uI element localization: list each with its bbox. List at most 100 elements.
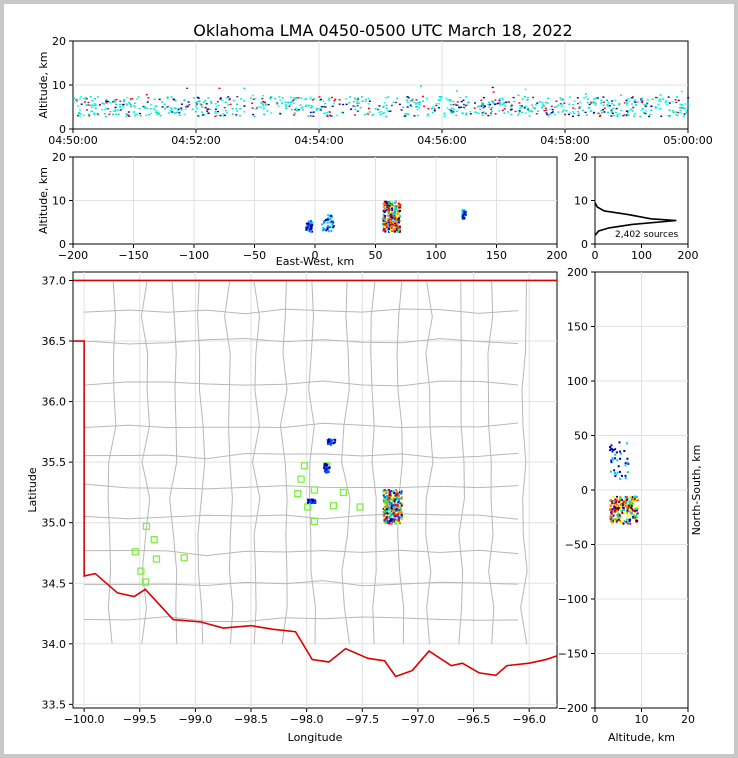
ns-y-tick-label: −50 — [565, 539, 588, 552]
time-source-point — [427, 108, 430, 110]
time-source-point — [682, 115, 685, 117]
ew-source-point — [394, 207, 397, 210]
time-source-point — [108, 113, 111, 116]
time-source-point — [667, 96, 670, 98]
time-source-point — [641, 97, 644, 100]
time-source-point — [611, 111, 614, 113]
time-source-point — [482, 111, 485, 113]
station-marker — [356, 503, 364, 511]
ns-source-point — [618, 477, 621, 480]
ew-source-point — [398, 211, 401, 214]
hist-x-tick-label: 200 — [678, 249, 699, 262]
time-source-point — [122, 106, 125, 108]
time-source-point — [601, 109, 604, 111]
ew-source-point — [394, 215, 397, 218]
ns-source-point — [625, 496, 628, 499]
time-source-point — [679, 103, 682, 106]
time-source-point — [676, 114, 679, 117]
ew-source-point — [382, 228, 385, 231]
county-boundary — [169, 281, 178, 644]
time-source-point — [563, 102, 566, 104]
time-source-point — [146, 107, 149, 109]
time-source-point — [324, 102, 327, 105]
time-source-point — [450, 112, 453, 114]
time-source-point — [93, 98, 96, 100]
time-source-point — [455, 104, 458, 106]
time-source-point — [419, 85, 422, 87]
plan-source-point — [324, 465, 327, 468]
time-source-point — [546, 102, 549, 104]
ns-source-point — [619, 505, 622, 508]
time-source-point — [547, 97, 550, 100]
plan-source-point — [327, 470, 330, 473]
lat-tick-label: 33.5 — [42, 698, 67, 711]
ew-source-point — [462, 216, 465, 219]
plan-source-point — [397, 520, 400, 523]
time-source-point — [288, 105, 291, 107]
time-source-point — [459, 96, 462, 99]
ew-source-point — [393, 211, 396, 214]
time-source-point — [154, 105, 157, 108]
time-source-point — [169, 109, 172, 112]
plan-source-point — [388, 497, 391, 500]
time-source-point — [387, 96, 390, 98]
time-source-point — [659, 98, 662, 101]
time-source-point — [101, 109, 104, 111]
ns-source-point — [631, 501, 634, 504]
time-source-point — [431, 111, 434, 114]
time-source-point — [490, 114, 493, 117]
time-source-point — [631, 96, 634, 98]
ns-source-point — [617, 515, 620, 518]
time-source-point — [544, 101, 547, 104]
ew-source-point — [325, 229, 328, 232]
time-source-point — [235, 114, 238, 117]
time-source-point — [384, 96, 387, 99]
time-source-point — [185, 106, 188, 108]
station-marker — [329, 502, 338, 510]
time-source-point — [586, 101, 589, 104]
ew-source-point — [391, 212, 394, 215]
time-source-point — [548, 113, 551, 116]
time-source-point — [210, 102, 213, 104]
time-source-point — [490, 112, 493, 114]
station-marker — [304, 503, 312, 511]
time-source-point — [405, 113, 408, 115]
time-source-point — [265, 104, 268, 106]
ew-source-point — [399, 209, 402, 212]
ns-source-point — [610, 461, 613, 464]
ns-source-point — [629, 503, 632, 506]
plan-source-point — [395, 504, 398, 507]
ns-source-point — [623, 450, 626, 453]
ns-source-point — [612, 499, 615, 502]
time-source-point — [644, 105, 647, 108]
time-x-tick-label: 04:50:00 — [48, 134, 97, 147]
time-source-point — [422, 100, 425, 102]
time-source-point — [284, 101, 287, 104]
time-source-point — [517, 114, 520, 116]
ns-source-point — [614, 518, 617, 521]
time-source-point — [682, 108, 685, 110]
time-source-point — [312, 115, 315, 117]
time-source-point — [290, 96, 293, 99]
time-source-point — [462, 103, 465, 106]
plan-source-point — [391, 497, 394, 500]
ns-source-point — [627, 521, 630, 524]
ns-source-point — [635, 514, 638, 517]
plan-source-point — [388, 508, 391, 511]
time-source-point — [600, 101, 603, 104]
time-source-point — [465, 113, 468, 116]
ns-source-point — [612, 516, 615, 519]
time-source-point — [584, 96, 587, 98]
time-source-point — [483, 104, 486, 107]
time-source-point — [239, 114, 242, 117]
time-source-point — [125, 113, 128, 115]
time-source-point — [119, 106, 122, 108]
time-source-point — [598, 115, 601, 117]
station-marker — [141, 578, 149, 586]
time-source-point — [450, 109, 453, 112]
hist-y-tick-label: 20 — [574, 151, 588, 164]
ns-source-point — [609, 470, 612, 473]
plan-source-point — [385, 514, 388, 517]
time-source-point — [130, 106, 133, 108]
time-source-point — [252, 98, 255, 100]
